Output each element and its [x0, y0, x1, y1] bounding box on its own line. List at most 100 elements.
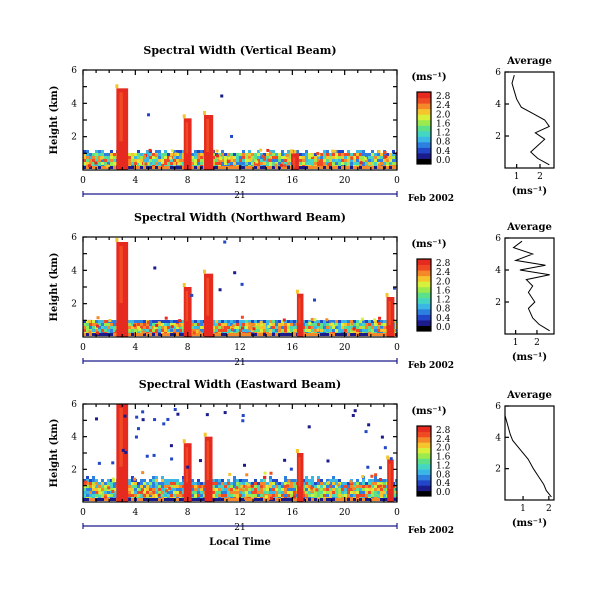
average-profile-line	[504, 407, 552, 498]
colorbar-unit: (ms⁻¹)	[411, 239, 446, 250]
avg-y-tick: 4	[495, 433, 501, 443]
avg-x-tick: 2	[534, 338, 540, 348]
colorbar-tick: 2.0	[436, 444, 451, 454]
x-tick-label: 16	[287, 508, 299, 518]
day-label: 21	[234, 523, 245, 533]
colorbar-tick: 2.4	[436, 435, 451, 445]
day-label: 21	[234, 358, 245, 368]
avg-x-tick: 1	[513, 338, 519, 348]
y-axis-label: Height (km)	[49, 86, 60, 155]
x-tick-label: 12	[234, 176, 245, 186]
colorbar-tick: 1.6	[436, 119, 451, 129]
y-tick-label: 4	[71, 99, 77, 109]
y-tick-label: 2	[71, 300, 77, 310]
panel-title: Spectral Width (Eastward Beam)	[139, 378, 341, 391]
colorbar-swatch	[417, 130, 431, 137]
colorbar-swatch	[417, 458, 431, 465]
x-tick-label: 0	[80, 508, 86, 518]
colorbar-tick: 1.6	[436, 286, 451, 296]
colorbar-swatch	[417, 442, 431, 449]
x-tick-label: 12	[234, 343, 245, 353]
avg-y-tick: 4	[495, 266, 501, 276]
avg-x-tick: 1	[514, 172, 520, 182]
average-unit: (ms⁻¹)	[512, 352, 547, 363]
colorbar-tick: 2.8	[436, 92, 451, 102]
average-frame	[504, 71, 555, 169]
x-tick-label: 8	[185, 176, 191, 186]
avg-y-tick: 2	[495, 298, 501, 308]
heatmap-panel-2	[82, 236, 432, 364]
date-label: Feb 2002	[408, 361, 454, 371]
x-tick-label: 4	[132, 508, 138, 518]
date-label: Feb 2002	[408, 526, 454, 536]
avg-y-tick: 2	[495, 132, 501, 142]
x-tick-label: 0	[394, 176, 400, 186]
average-title: Average	[506, 222, 552, 233]
x-tick-label: 0	[80, 343, 86, 353]
avg-y-tick: 2	[495, 465, 501, 475]
colorbar-tick: 2.0	[436, 277, 451, 287]
colorbar-frame	[416, 91, 432, 165]
colorbar-swatch	[417, 147, 431, 154]
colorbar-tick: 2.0	[436, 110, 451, 120]
colorbar-swatch	[417, 314, 431, 321]
average-unit: (ms⁻¹)	[512, 186, 547, 197]
heatmap-cells	[83, 84, 397, 170]
colorbar-swatch	[417, 92, 431, 99]
y-tick-label: 6	[71, 400, 77, 410]
colorbar-swatch	[417, 97, 431, 104]
x-tick-label: 0	[394, 343, 400, 353]
avg-y-tick: 6	[495, 234, 501, 244]
average-panel-1	[504, 71, 555, 169]
y-tick-label: 2	[71, 133, 77, 143]
colorbar-tick: 0.8	[436, 305, 451, 315]
average-title: Average	[506, 390, 552, 401]
x-tick-label: 0	[394, 508, 400, 518]
avg-y-tick: 6	[495, 402, 501, 412]
colorbar-swatch	[417, 281, 431, 288]
colorbar-swatch	[417, 479, 431, 486]
colorbar-swatch	[417, 158, 431, 165]
colorbar-swatch	[417, 426, 431, 432]
colorbar-swatch	[417, 297, 431, 304]
y-tick-label: 4	[71, 266, 77, 276]
colorbar-swatch	[417, 119, 431, 126]
colorbar-swatch	[417, 270, 431, 277]
y-tick-label: 2	[71, 465, 77, 475]
heatmap-panel-1	[82, 69, 432, 197]
colorbar-swatch	[417, 447, 431, 454]
avg-x-tick: 2	[537, 172, 543, 182]
colorbar-frame	[416, 258, 432, 332]
date-label: Feb 2002	[408, 194, 454, 204]
avg-y-tick: 6	[495, 68, 501, 78]
colorbar-swatch	[417, 152, 431, 159]
colorbar-swatch	[417, 436, 431, 443]
colorbar-tick: 0.4	[436, 314, 451, 324]
colorbar-tick: 1.2	[436, 461, 450, 471]
heatmap-panel-3	[82, 403, 432, 529]
colorbar-tick: 0.4	[436, 147, 451, 157]
colorbar-tick: 0.0	[436, 323, 451, 333]
colorbar-tick: 0.8	[436, 470, 451, 480]
colorbar-swatch	[417, 264, 431, 271]
y-tick-label: 4	[71, 433, 77, 443]
colorbar-tick: 1.6	[436, 453, 451, 463]
y-axis-label: Height (km)	[49, 253, 60, 322]
colorbar-unit: (ms⁻¹)	[411, 72, 446, 83]
x-tick-label: 20	[339, 343, 351, 353]
panel-title: Spectral Width (Northward Beam)	[134, 211, 346, 224]
average-panel-3	[504, 405, 555, 501]
avg-x-tick: 2	[546, 504, 552, 514]
average-profile-line	[511, 75, 551, 166]
colorbar-swatch	[417, 469, 431, 475]
colorbar-tick: 0.4	[436, 479, 451, 489]
average-unit: (ms⁻¹)	[512, 518, 547, 529]
avg-x-tick: 1	[520, 504, 526, 514]
x-tick-label: 8	[185, 508, 191, 518]
average-profile-line	[512, 240, 550, 332]
x-tick-label: 16	[287, 176, 299, 186]
y-tick-label: 6	[71, 66, 77, 76]
colorbar-frame	[416, 425, 432, 497]
colorbar-swatch	[417, 275, 431, 282]
